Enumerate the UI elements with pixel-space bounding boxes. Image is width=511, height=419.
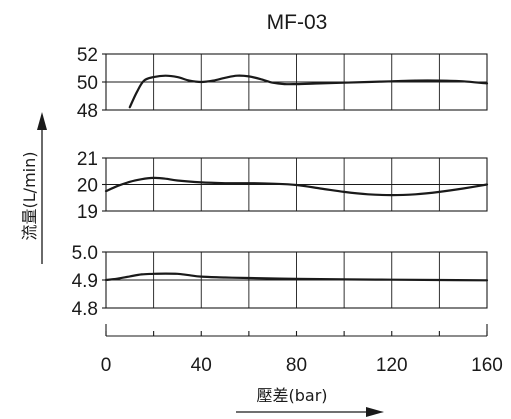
y-tick-label: 50: [77, 73, 98, 94]
series-line-panel-1-1: [128, 74, 489, 109]
x-axis-label: 壓差(bar): [256, 386, 327, 405]
x-tick-label: 160: [471, 355, 503, 376]
chart-panels: 52 50 48 21 20 19 5.0 4.9 4.8: [72, 45, 489, 320]
y-tick-label: 4.8: [72, 299, 98, 320]
y-tick-label: 4.9: [72, 271, 98, 292]
y-tick-label: 21: [77, 149, 98, 170]
y-axis-arrow-head: [37, 112, 47, 130]
series-line-panel-3-1: [104, 272, 489, 282]
panel-1: 52 50 48: [77, 45, 489, 122]
y-tick-label: 5.0: [72, 243, 98, 264]
x-tick-label: 0: [101, 355, 112, 376]
series-line-panel-2-1: [104, 176, 489, 197]
x-tick-labels: 0 40 80 120 160: [101, 355, 503, 376]
x-axis: [105, 324, 488, 337]
y-axis-label: 流量(L/min): [20, 152, 39, 241]
y-tick-label: 19: [77, 202, 98, 223]
panel-3: 5.0 4.9 4.8: [72, 243, 489, 320]
x-tick-label: 80: [286, 355, 307, 376]
y-tick-label: 20: [77, 176, 98, 197]
y-tick-label: 52: [77, 45, 98, 66]
panel-2: 21 20 19: [77, 149, 489, 223]
chart-title: MF-03: [267, 11, 328, 34]
x-axis-arrow-head: [366, 407, 384, 417]
x-tick-label: 120: [376, 355, 408, 376]
x-tick-label: 40: [191, 355, 212, 376]
y-tick-label: 48: [77, 101, 98, 122]
